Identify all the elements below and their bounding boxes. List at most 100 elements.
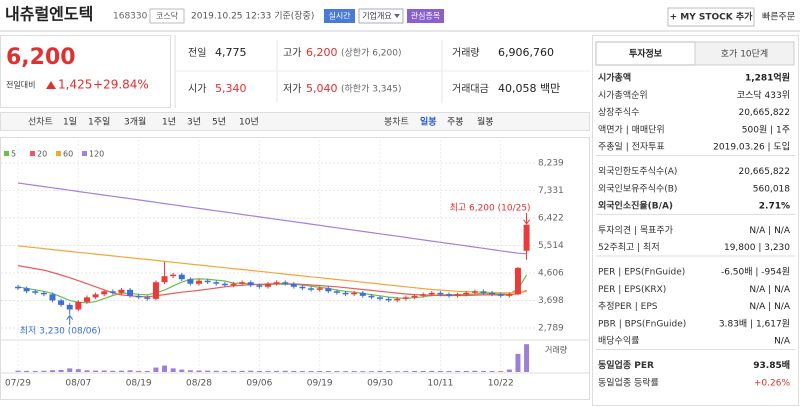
legend-label: 5	[11, 150, 16, 159]
tab-label[interactable]: 투자정보	[629, 48, 663, 60]
volume-bar	[446, 371, 452, 372]
legend-swatch	[56, 151, 61, 156]
candle-body	[523, 224, 530, 251]
info-label: 투자의견 | 목표주가	[598, 224, 673, 236]
candle-body	[144, 297, 151, 299]
tab-label[interactable]: 호가 10단계	[721, 48, 768, 60]
period-tab[interactable]: 월봉	[477, 116, 494, 128]
info-value: 20,665,822	[738, 108, 790, 118]
period-tab[interactable]: 일봉	[420, 116, 437, 128]
volume-bar	[524, 344, 530, 372]
period-tab[interactable]: 1년	[162, 117, 176, 128]
info-value: N/A | N/A	[749, 285, 790, 295]
info-value: 93.85배	[753, 359, 790, 371]
info-label: 동일업종 등락률	[598, 376, 659, 388]
candle-body	[282, 282, 289, 284]
volume-bar	[420, 370, 426, 372]
candle-body	[299, 286, 306, 289]
volume-bar	[110, 370, 116, 372]
info-value: 19,800 | 3,230	[724, 243, 790, 253]
period-tab[interactable]: 1일	[63, 117, 77, 128]
candle-body	[264, 283, 271, 287]
volume-bar	[515, 353, 521, 372]
volume-bar	[41, 370, 47, 372]
summary-value: 40,058 백만	[498, 82, 560, 95]
realtime-button[interactable]	[324, 9, 355, 23]
info-label: PBR | BPS(FnGuide)	[598, 319, 686, 329]
legend-swatch	[30, 151, 35, 156]
candle-body	[428, 292, 435, 295]
company-button[interactable]	[358, 8, 404, 24]
summary-label: 전일	[188, 47, 206, 59]
candle-body	[213, 282, 220, 284]
summary-note: (상한가 6,200)	[341, 48, 402, 59]
candle-body	[273, 282, 280, 284]
candle-body	[290, 283, 297, 287]
stock-code: 168330	[113, 12, 148, 22]
quick-order[interactable]: 빠른주문	[762, 12, 795, 23]
summary-value: 5,340	[215, 82, 247, 95]
info-label: 52주최고 | 최저	[598, 242, 660, 253]
volume-bar	[231, 370, 236, 372]
watch-button[interactable]	[407, 9, 444, 23]
high-annotation: 최고 6,200 (10/25)	[450, 203, 531, 214]
period-tab[interactable]: 1주일	[88, 117, 110, 128]
candle-body	[489, 292, 496, 295]
summary-label: 고가	[283, 47, 301, 59]
summary-value: 6,906,760	[498, 46, 554, 59]
ma-line	[17, 265, 527, 298]
volume-bar	[498, 371, 504, 372]
ma-line	[17, 245, 527, 294]
candle-body	[454, 294, 461, 296]
x-tick-label: 07/29	[5, 379, 31, 389]
volume-bar	[282, 370, 288, 372]
volume-bar	[205, 370, 211, 372]
volume-bar	[265, 371, 271, 372]
volume-bar	[49, 370, 55, 372]
watch-label[interactable]: 관심종목	[411, 11, 440, 21]
candle-body	[437, 292, 444, 295]
market: 코스닥	[156, 11, 179, 21]
volume-bar	[136, 370, 142, 372]
period-tab[interactable]: 5년	[212, 117, 226, 128]
candle-body	[230, 283, 237, 286]
info-value: 560,018	[753, 184, 790, 194]
info-panel	[592, 35, 799, 406]
info-label: PER | EPS(KRX)	[598, 285, 666, 295]
candle-body	[514, 267, 521, 295]
volume-bar	[118, 370, 124, 372]
info-label: 액면가 | 매매단위	[598, 123, 665, 135]
candle-body	[83, 297, 90, 302]
x-tick-label: 10/11	[427, 379, 453, 389]
volume-bar	[368, 371, 374, 372]
info-label: 외국인소진율(B/A)	[598, 200, 673, 212]
volume-bar	[472, 370, 478, 372]
company-label[interactable]: 기업개요	[362, 11, 391, 21]
period-tab[interactable]: 3개월	[124, 116, 146, 128]
mystock-button[interactable]	[667, 7, 755, 27]
volume-bar	[317, 370, 323, 372]
legend-swatch	[82, 151, 87, 156]
candle-body	[333, 291, 340, 293]
info-label: 주총일 | 전자투표	[598, 142, 665, 153]
tab[interactable]	[694, 41, 795, 66]
period-tab[interactable]: 3년	[187, 117, 201, 128]
candle-body	[92, 294, 99, 298]
candle-body	[308, 288, 315, 290]
summary-value: 6,200	[306, 46, 338, 59]
mystock-label[interactable]: + MY STOCK 추가	[670, 11, 754, 23]
realtime-label[interactable]: 실시간	[328, 11, 351, 21]
volume-bar	[394, 371, 400, 372]
candle-body	[385, 298, 392, 301]
period-tab[interactable]: 주봉	[447, 117, 464, 128]
candle-body	[49, 294, 56, 301]
volume-bar	[127, 370, 133, 372]
period-tab[interactable]: 10년	[239, 117, 259, 128]
summary-note: (하한가 3,345)	[341, 84, 402, 95]
low-annotation: 최저 3,230 (08/06)	[20, 326, 101, 337]
volume-bar	[386, 371, 392, 372]
period-label: 선차트	[28, 116, 53, 128]
volume-label: 거래량	[545, 345, 568, 355]
candle-body	[368, 295, 375, 298]
volume-bar	[248, 370, 254, 372]
